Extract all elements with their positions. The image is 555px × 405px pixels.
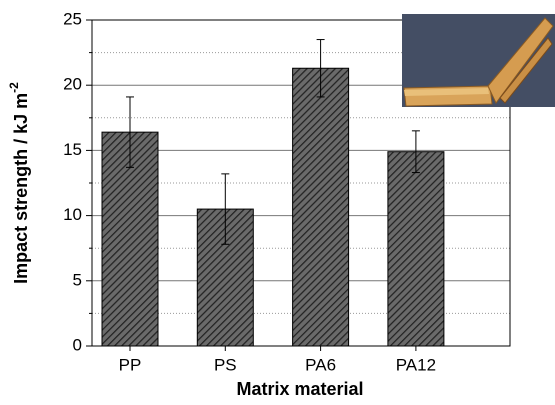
x-tick-label: PA6 <box>305 355 336 374</box>
y-label-main: Impact strength / kJ m <box>11 93 31 284</box>
x-tick-label: PS <box>214 355 237 374</box>
bar <box>388 152 444 346</box>
y-tick-label: 15 <box>63 140 82 159</box>
y-tick-label: 25 <box>63 9 82 28</box>
x-tick-label: PA12 <box>396 355 436 374</box>
x-tick-label: PP <box>119 355 142 374</box>
y-tick-label: 10 <box>63 205 82 224</box>
y-tick-label: 5 <box>73 270 82 289</box>
y-label-superscript: -2 <box>7 82 21 93</box>
bar <box>293 68 349 346</box>
y-tick-label: 20 <box>63 75 82 94</box>
y-axis-label: Impact strength / kJ m-2 <box>7 82 31 284</box>
x-axis-label: Matrix material <box>236 379 363 399</box>
inset-photo <box>402 14 555 107</box>
chart: Matrix material Impact strength / kJ m-2… <box>0 0 555 405</box>
y-tick-label: 0 <box>73 335 82 354</box>
